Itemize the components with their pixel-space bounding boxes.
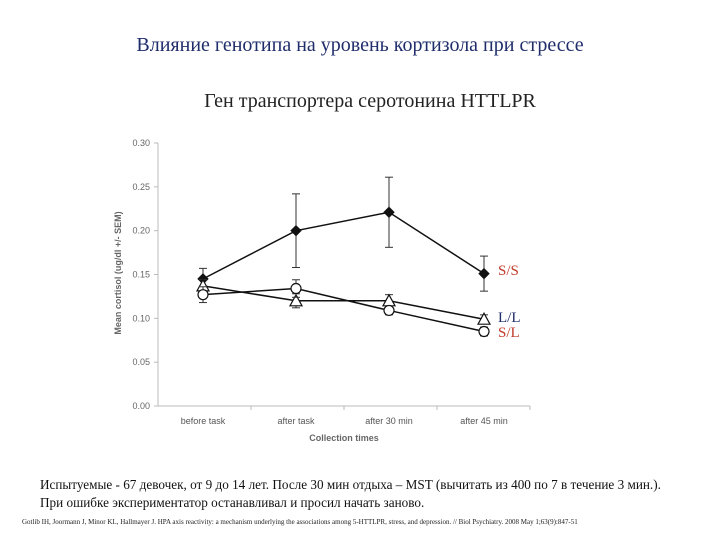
x-tick-label: after 45 min xyxy=(460,416,508,426)
x-tick-labels: before task after task after 30 min after 4… xyxy=(181,406,531,426)
slide-title: Влияние генотипа на уровень кортизола пр… xyxy=(136,34,584,56)
series-label-ss: S/S xyxy=(498,263,519,279)
data-point-triangle xyxy=(288,293,304,307)
data-point-diamond xyxy=(478,267,490,280)
data-point-circle xyxy=(290,282,302,295)
y-tick-label: 0.00 xyxy=(132,401,150,411)
study-caption: Испытуемые - 67 девочек, от 9 до 14 лет.… xyxy=(40,476,720,512)
y-tick-label: 0.05 xyxy=(132,357,150,367)
caption-line-1: Испытуемые - 67 девочек, от 9 до 14 лет.… xyxy=(40,477,661,492)
slide-subtitle: Ген транспортера серотонина HTTLPR xyxy=(204,90,536,112)
data-point-circle xyxy=(478,325,490,338)
reference-citation: Gotlib IH, Joormann J, Minor KL, Hallmay… xyxy=(22,518,578,526)
data-point-circle xyxy=(197,289,209,301)
data-point-diamond xyxy=(383,206,395,218)
x-tick-label: after task xyxy=(277,416,315,426)
y-tick-label: 0.15 xyxy=(132,270,150,280)
x-axis-label: Collection times xyxy=(309,433,379,443)
y-tick-label: 0.30 xyxy=(132,138,150,148)
data-point-triangle xyxy=(476,311,492,325)
caption-line-2: При ошибке экспериментатор останавливал … xyxy=(40,495,425,510)
series-line xyxy=(202,287,485,333)
data-point-diamond xyxy=(290,224,302,237)
chart-series xyxy=(195,176,492,338)
y-tick-label: 0.20 xyxy=(132,226,150,236)
series-circle xyxy=(197,279,490,338)
series-line xyxy=(202,211,485,280)
series-triangle xyxy=(195,278,492,325)
series-line xyxy=(202,285,485,320)
x-tick-label: after 30 min xyxy=(365,416,413,426)
chart-axes xyxy=(157,143,530,407)
y-axis-label: Mean cortisol (ug/dl +/- SEM) xyxy=(113,211,123,334)
series-diamond xyxy=(197,176,490,292)
y-tick-label: 0.10 xyxy=(132,313,150,323)
data-point-circle xyxy=(383,304,395,317)
y-tick-label: 0.25 xyxy=(132,182,150,192)
x-tick-label: before task xyxy=(181,416,226,426)
y-tick-labels: 0.00 0.05 0.10 0.15 0.20 0.25 0.30 xyxy=(132,138,158,411)
series-label-sl: S/L xyxy=(498,325,520,341)
series-label-ll: L/L xyxy=(498,310,521,326)
cortisol-chart: 0.00 0.05 0.10 0.15 0.20 0.25 0.30 before task… xyxy=(113,138,531,443)
